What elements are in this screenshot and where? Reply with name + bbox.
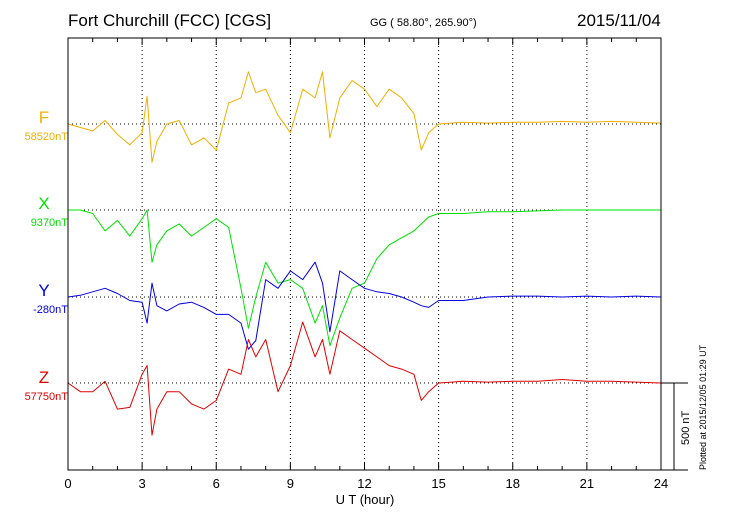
baseline-label-f: 58520nT <box>24 131 68 143</box>
series-line-x <box>68 209 661 347</box>
component-label-f: F <box>38 108 50 127</box>
series-layer <box>67 71 662 436</box>
x-tick-label: 6 <box>213 476 220 491</box>
component-label-x: X <box>38 194 50 213</box>
series-line-f <box>67 71 662 163</box>
x-tick-label: 24 <box>654 476 668 491</box>
plot-date: 2015/11/04 <box>577 11 661 30</box>
component-label-z: Z <box>38 368 50 387</box>
grid-layer <box>68 38 661 470</box>
baseline-label-x: 9370nT <box>30 217 68 229</box>
x-tick-label: 3 <box>139 476 146 491</box>
geo-coordinates: GG ( 58.80°, 265.90°) <box>370 17 477 29</box>
x-axis-label: U T (hour) <box>335 492 395 507</box>
x-tick-label: 18 <box>506 476 520 491</box>
x-tick-label: 15 <box>431 476 445 491</box>
baseline-label-z: 57750nT <box>24 391 68 403</box>
x-tick-label: 21 <box>580 476 594 491</box>
scale-bar-label: 500 nT <box>680 410 692 445</box>
x-tick-layer: 0 3 6 9 12 15 18 21 24 <box>64 38 668 491</box>
station-title: Fort Churchill (FCC) [CGS] <box>68 11 272 30</box>
series-line-z <box>67 321 662 436</box>
component-label-y: Y <box>38 281 50 300</box>
x-tick-label: 0 <box>64 476 71 491</box>
series-line-y <box>67 261 662 350</box>
x-tick-label: 12 <box>357 476 371 491</box>
x-tick-label: 9 <box>287 476 294 491</box>
baseline-label-y: -280nT <box>33 304 68 316</box>
plotted-timestamp: Plotted at 2015/12/05 01:29 UT <box>698 344 708 470</box>
plot-frame <box>67 37 662 471</box>
